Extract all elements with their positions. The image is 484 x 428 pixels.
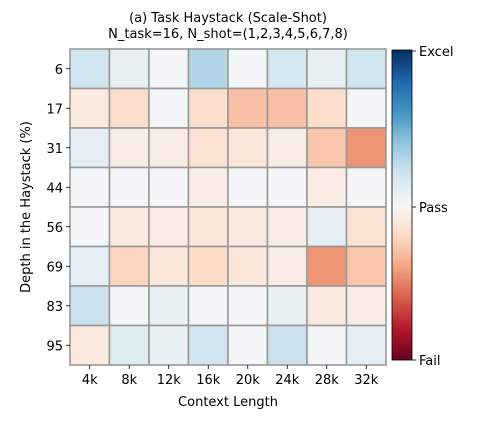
heatmap-cell [148, 127, 190, 169]
heatmap-cell [69, 285, 111, 327]
heatmap-cell [345, 285, 387, 327]
heatmap-cell [345, 245, 387, 287]
heatmap-cell [108, 206, 150, 248]
heatmap-cell [266, 48, 308, 90]
heatmap-cell [345, 166, 387, 208]
heatmap-cell [187, 87, 229, 129]
x-tick-label: 8k [121, 373, 137, 388]
y-tick-label: 69 [46, 260, 63, 275]
heatmap-cell [148, 206, 190, 248]
heatmap-cell [227, 285, 269, 327]
y-tick-label: 44 [46, 181, 63, 196]
heatmap-cell [69, 324, 111, 366]
heatmap-cell [266, 206, 308, 248]
heatmap-cell [187, 127, 229, 169]
heatmap-cell [306, 324, 348, 366]
heatmap-cell [69, 166, 111, 208]
heatmap-cell [227, 166, 269, 208]
heatmap-cell [69, 206, 111, 248]
heatmap-cell [266, 245, 308, 287]
heatmap-cell [108, 245, 150, 287]
heatmap-cell [306, 285, 348, 327]
heatmap-cell [266, 166, 308, 208]
heatmap-cell [306, 206, 348, 248]
heatmap-cell [148, 87, 190, 129]
x-axis-label: Context Length [178, 395, 278, 410]
heatmap-cell [108, 87, 150, 129]
heatmap-cell [148, 285, 190, 327]
heatmap-cell [227, 324, 269, 366]
y-tick-label: 95 [46, 339, 63, 354]
heatmap-cell [227, 127, 269, 169]
x-axis-ticks: 4k 8k 12k 16k 20k 24k 28k 32k [82, 365, 379, 388]
heatmap-cell [69, 245, 111, 287]
colorbar-label-pass: Pass [419, 201, 448, 216]
colorbar-ticks [412, 50, 416, 361]
heatmap-cell [69, 87, 111, 129]
heatmap-cell [148, 324, 190, 366]
y-axis-label: Depth in the Haystack (%) [19, 121, 34, 293]
heatmap-cell [187, 166, 229, 208]
heatmap-cell [227, 206, 269, 248]
heatmap-cells [69, 48, 387, 366]
heatmap-cell [227, 87, 269, 129]
heatmap-cell [108, 166, 150, 208]
heatmap-cell [108, 127, 150, 169]
heatmap-cell [187, 48, 229, 90]
heatmap-cell [187, 324, 229, 366]
heatmap-cell [148, 48, 190, 90]
x-tick-label: 32k [354, 373, 379, 388]
heatmap-cell [108, 48, 150, 90]
heatmap-cell [266, 87, 308, 129]
heatmap-cell [266, 127, 308, 169]
heatmap-cell [306, 127, 348, 169]
heatmap-cell [148, 245, 190, 287]
y-tick-label: 31 [46, 142, 63, 157]
chart-subtitle: N_task=16, N_shot=(1,2,3,4,5,6,7,8) [108, 27, 348, 42]
heatmap-cell [227, 245, 269, 287]
heatmap-cell [187, 245, 229, 287]
heatmap-cell [187, 206, 229, 248]
x-tick-label: 4k [82, 373, 98, 388]
x-tick-label: 28k [315, 373, 340, 388]
heatmap-cell [227, 48, 269, 90]
x-tick-label: 24k [275, 373, 300, 388]
heatmap-cell [108, 324, 150, 366]
heatmap-cell [69, 48, 111, 90]
heatmap-cell [148, 166, 190, 208]
heatmap-cell [108, 285, 150, 327]
heatmap-cell [306, 48, 348, 90]
y-tick-label: 56 [46, 221, 63, 236]
colorbar [391, 49, 413, 361]
heatmap-cell [345, 48, 387, 90]
heatmap-cell [345, 324, 387, 366]
chart-title: (a) Task Haystack (Scale-Shot) [129, 11, 327, 26]
colorbar-label-fail: Fail [419, 354, 440, 369]
colorbar-label-excel: Excel [419, 45, 453, 60]
y-tick-label: 17 [46, 102, 63, 117]
heatmap-cell [345, 87, 387, 129]
y-tick-label: 6 [55, 63, 63, 78]
heatmap-cell [187, 285, 229, 327]
y-tick-label: 83 [46, 300, 63, 315]
heatmap-cell [306, 245, 348, 287]
x-tick-label: 16k [196, 373, 221, 388]
heatmap-cell [266, 285, 308, 327]
heatmap-cell [345, 206, 387, 248]
heatmap-cell [306, 87, 348, 129]
heatmap-cell [69, 127, 111, 169]
y-axis-ticks: 6 17 31 44 56 69 83 95 [46, 63, 70, 354]
x-tick-label: 12k [157, 373, 182, 388]
x-tick-label: 20k [236, 373, 261, 388]
heatmap-cell [266, 324, 308, 366]
heatmap-cell [345, 127, 387, 169]
heatmap-cell [306, 166, 348, 208]
